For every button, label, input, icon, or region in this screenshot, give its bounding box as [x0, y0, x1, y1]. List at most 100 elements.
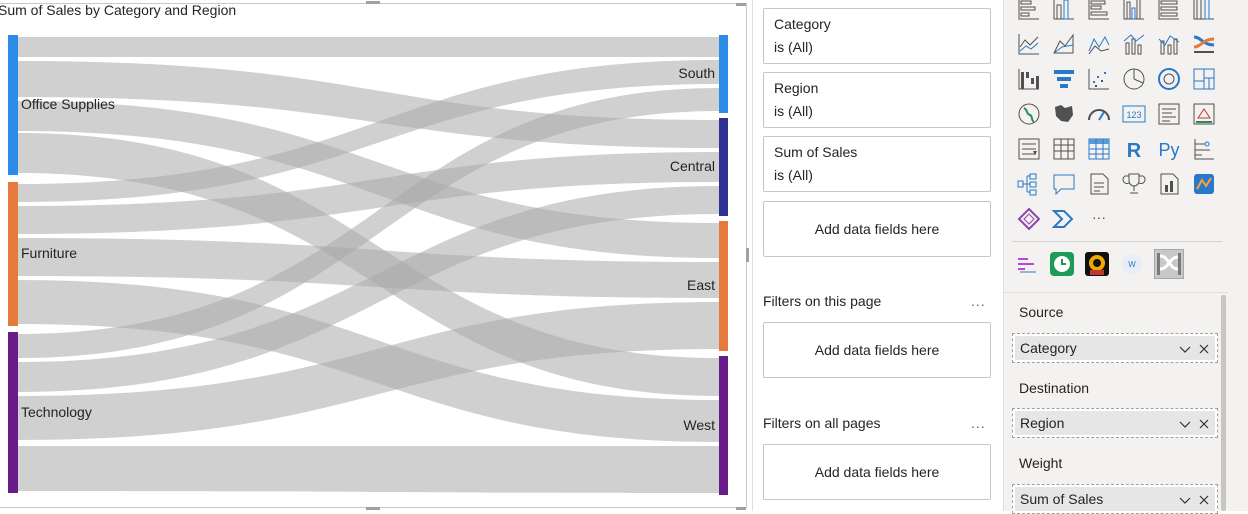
sankey-link-technology-to-east[interactable] [18, 302, 719, 440]
chevron-down-icon[interactable] [1177, 492, 1193, 508]
sankey-link-technology-to-south[interactable] [18, 88, 719, 358]
resize-handle-bottom[interactable] [366, 507, 380, 510]
sankey-source-node[interactable] [8, 332, 18, 493]
chevron-down-icon[interactable] [1177, 416, 1193, 432]
sankey-link-office-supplies-to-south[interactable] [18, 37, 719, 57]
stacked-area-icon[interactable] [1086, 31, 1112, 57]
power-automate-icon[interactable] [1051, 206, 1077, 232]
field-pill-category[interactable]: Category [1015, 336, 1215, 360]
sankey-labels: Office Supplies Furniture Technology South C… [21, 65, 715, 433]
well-destination[interactable]: Region [1012, 408, 1218, 438]
resize-handle-corner[interactable] [736, 3, 746, 6]
field-pill-sum-of-sales[interactable]: Sum of Sales [1015, 487, 1215, 511]
sankey-icon[interactable] [1154, 249, 1184, 279]
python-visual-icon[interactable]: Py [1156, 136, 1182, 162]
clock-icon[interactable] [1049, 251, 1075, 277]
sankey-destination-label: East [687, 277, 715, 293]
pie-icon[interactable] [1121, 66, 1147, 92]
matrix-icon[interactable] [1086, 136, 1112, 162]
donut-icon[interactable] [1156, 66, 1182, 92]
area-chart-icon[interactable] [1051, 31, 1077, 57]
sankey-link-furniture-to-east[interactable] [18, 238, 719, 298]
sankey-destination-node[interactable] [719, 221, 728, 351]
sankey-destination-node[interactable] [719, 118, 728, 216]
filter-card-sum-of-sales[interactable]: Sum of Sales is (All) [763, 136, 991, 192]
close-icon[interactable] [1196, 341, 1212, 357]
qa-icon[interactable] [1051, 171, 1077, 197]
map-icon[interactable] [1016, 101, 1042, 127]
add-data-fields-visual[interactable]: Add data fields here [763, 201, 991, 257]
well-weight[interactable]: Sum of Sales [1012, 484, 1218, 514]
sankey-link-technology-to-west[interactable] [18, 446, 719, 493]
arcgis-icon[interactable] [1191, 171, 1217, 197]
key-influencers-icon[interactable] [1191, 136, 1217, 162]
chevron-down-icon[interactable] [1177, 341, 1193, 357]
filter-card-region[interactable]: Region is (All) [763, 72, 991, 128]
paginated-report-icon[interactable] [1156, 171, 1182, 197]
resize-handle-right[interactable] [746, 248, 749, 262]
sankey-source-label: Office Supplies [21, 96, 115, 112]
filter-value: is (All) [774, 167, 813, 183]
line-column-icon[interactable] [1121, 31, 1147, 57]
smart-narrative-icon[interactable] [1086, 171, 1112, 197]
filters-on-this-page-header: Filters on this page [763, 293, 882, 309]
speedometer-icon[interactable] [1084, 251, 1110, 277]
funnel-icon[interactable] [1051, 66, 1077, 92]
word-cloud-icon[interactable]: W [1119, 251, 1145, 277]
well-label-weight: Weight [1019, 455, 1063, 471]
resize-handle-corner-bottom[interactable] [736, 507, 746, 510]
sankey-destination-node[interactable] [719, 35, 728, 113]
field-pill-region[interactable]: Region [1015, 411, 1215, 435]
clustered-column-icon[interactable] [1121, 0, 1147, 22]
stacked-column-icon[interactable] [1051, 0, 1077, 22]
filter-value: is (All) [774, 39, 813, 55]
add-data-fields-page[interactable]: Add data fields here [763, 322, 991, 378]
sankey-destination-node[interactable] [719, 356, 728, 495]
power-apps-icon[interactable] [1016, 206, 1042, 232]
ribbon-chart-icon[interactable] [1191, 31, 1217, 57]
pane-scrollbar[interactable] [1221, 295, 1226, 511]
sankey-links [18, 37, 719, 493]
close-icon[interactable] [1196, 416, 1212, 432]
decomposition-tree-icon[interactable] [1016, 171, 1042, 197]
slicer-icon[interactable] [1016, 136, 1042, 162]
card-icon[interactable]: 123 [1121, 101, 1147, 127]
gauge-icon[interactable] [1086, 101, 1112, 127]
sankey-chart[interactable]: Office Supplies Furniture Technology South C… [0, 0, 750, 511]
trophy-icon[interactable] [1121, 171, 1147, 197]
more-options-icon[interactable]: ... [971, 293, 986, 309]
line-clustered-column-icon[interactable] [1156, 31, 1182, 57]
stacked-bar-icon[interactable] [1016, 0, 1042, 22]
more-visuals-icon[interactable]: ··· [1086, 206, 1112, 232]
line-chart-icon[interactable] [1016, 31, 1042, 57]
svg-text:123: 123 [1126, 110, 1141, 120]
scatter-icon[interactable] [1086, 66, 1112, 92]
multirow-card-icon[interactable] [1156, 101, 1182, 127]
fields-separator [1004, 292, 1228, 293]
gantt-icon[interactable] [1014, 251, 1040, 277]
filled-map-icon[interactable] [1051, 101, 1077, 127]
r-visual-icon[interactable]: R [1121, 136, 1147, 162]
100-bar-icon[interactable] [1156, 0, 1182, 22]
sankey-link-technology-to-central[interactable] [18, 186, 719, 392]
resize-handle-top[interactable] [366, 1, 380, 4]
waterfall-icon[interactable] [1016, 66, 1042, 92]
sankey-source-node[interactable] [8, 182, 18, 326]
svg-text:Py: Py [1158, 140, 1179, 160]
sankey-link-furniture-to-south[interactable] [18, 60, 719, 202]
add-data-fields-all[interactable]: Add data fields here [763, 444, 991, 500]
sankey-link-furniture-to-central[interactable] [18, 152, 719, 234]
more-options-icon[interactable]: ... [971, 415, 986, 431]
clustered-bar-icon[interactable] [1086, 0, 1112, 22]
filter-card-category[interactable]: Category is (All) [763, 8, 991, 64]
sankey-visual[interactable]: Office Supplies Furniture Technology South C… [0, 0, 750, 511]
kpi-icon[interactable] [1191, 101, 1217, 127]
field-pill-label: Category [1020, 340, 1077, 356]
well-source[interactable]: Category [1012, 333, 1218, 363]
filter-name: Category [774, 16, 831, 32]
table-icon[interactable] [1051, 136, 1077, 162]
close-icon[interactable] [1196, 492, 1212, 508]
100-column-icon[interactable] [1191, 0, 1217, 22]
treemap-icon[interactable] [1191, 66, 1217, 92]
sankey-source-node[interactable] [8, 35, 18, 175]
